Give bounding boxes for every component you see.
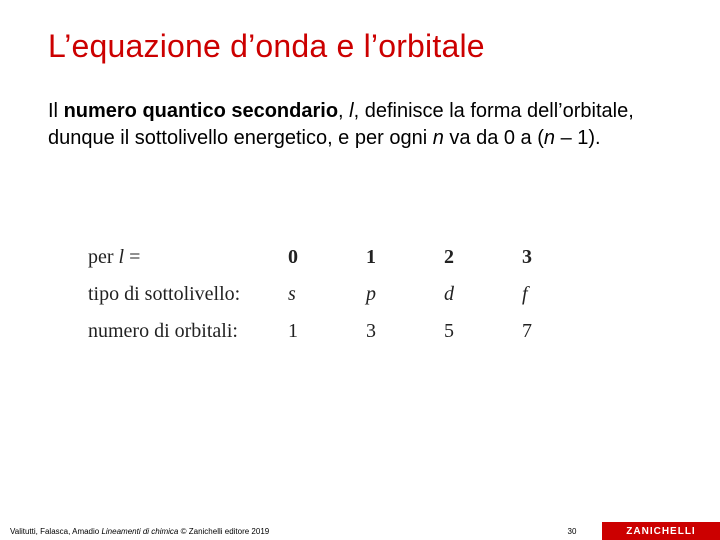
row-label: per l =: [88, 246, 288, 269]
para-var-n2: n: [544, 127, 555, 149]
label-prefix: per: [88, 246, 119, 268]
footer-copyright: © Zanichelli editore 2019: [178, 527, 269, 536]
cell: 5: [444, 320, 522, 343]
cell: 3: [366, 320, 444, 343]
table-row: per l = 0 1 2 3: [88, 246, 608, 269]
cell: s: [288, 283, 366, 306]
cell: 1: [288, 320, 366, 343]
para-term: numero quantico secondario: [64, 100, 338, 122]
para-intro: Il: [48, 100, 64, 122]
footer: Valitutti, Falasca, Amadio Lineamenti di…: [0, 522, 720, 540]
row-label: numero di orbitali:: [88, 320, 288, 343]
para-var-n: n: [433, 127, 444, 149]
slide: L’equazione d’onda e l’orbitale Il numer…: [0, 0, 720, 540]
cell: f: [522, 283, 600, 306]
footer-credit: Valitutti, Falasca, Amadio Lineamenti di…: [0, 527, 542, 536]
cell: 0: [288, 246, 366, 269]
para-tail2: – 1).: [555, 127, 601, 149]
para-after-bold: ,: [338, 100, 349, 122]
footer-authors: Valitutti, Falasca, Amadio: [10, 527, 101, 536]
table-row: numero di orbitali: 1 3 5 7: [88, 320, 608, 343]
body-paragraph: Il numero quantico secondario, l, defini…: [48, 98, 668, 152]
cell: p: [366, 283, 444, 306]
para-tail: va da 0 a (: [444, 127, 544, 149]
slide-title: L’equazione d’onda e l’orbitale: [48, 28, 485, 65]
publisher-logo: ZANICHELLI: [602, 522, 720, 540]
cell: 3: [522, 246, 600, 269]
cell: 1: [366, 246, 444, 269]
table-row: tipo di sottolivello: s p d f: [88, 283, 608, 306]
cell: 7: [522, 320, 600, 343]
page-number: 30: [542, 527, 602, 536]
cell: 2: [444, 246, 522, 269]
row-label: tipo di sottolivello:: [88, 283, 288, 306]
cell: d: [444, 283, 522, 306]
footer-book-title: Lineamenti di chimica: [101, 527, 178, 536]
quantum-table: per l = 0 1 2 3 tipo di sottolivello: s …: [88, 246, 608, 357]
label-suffix: =: [124, 246, 140, 268]
